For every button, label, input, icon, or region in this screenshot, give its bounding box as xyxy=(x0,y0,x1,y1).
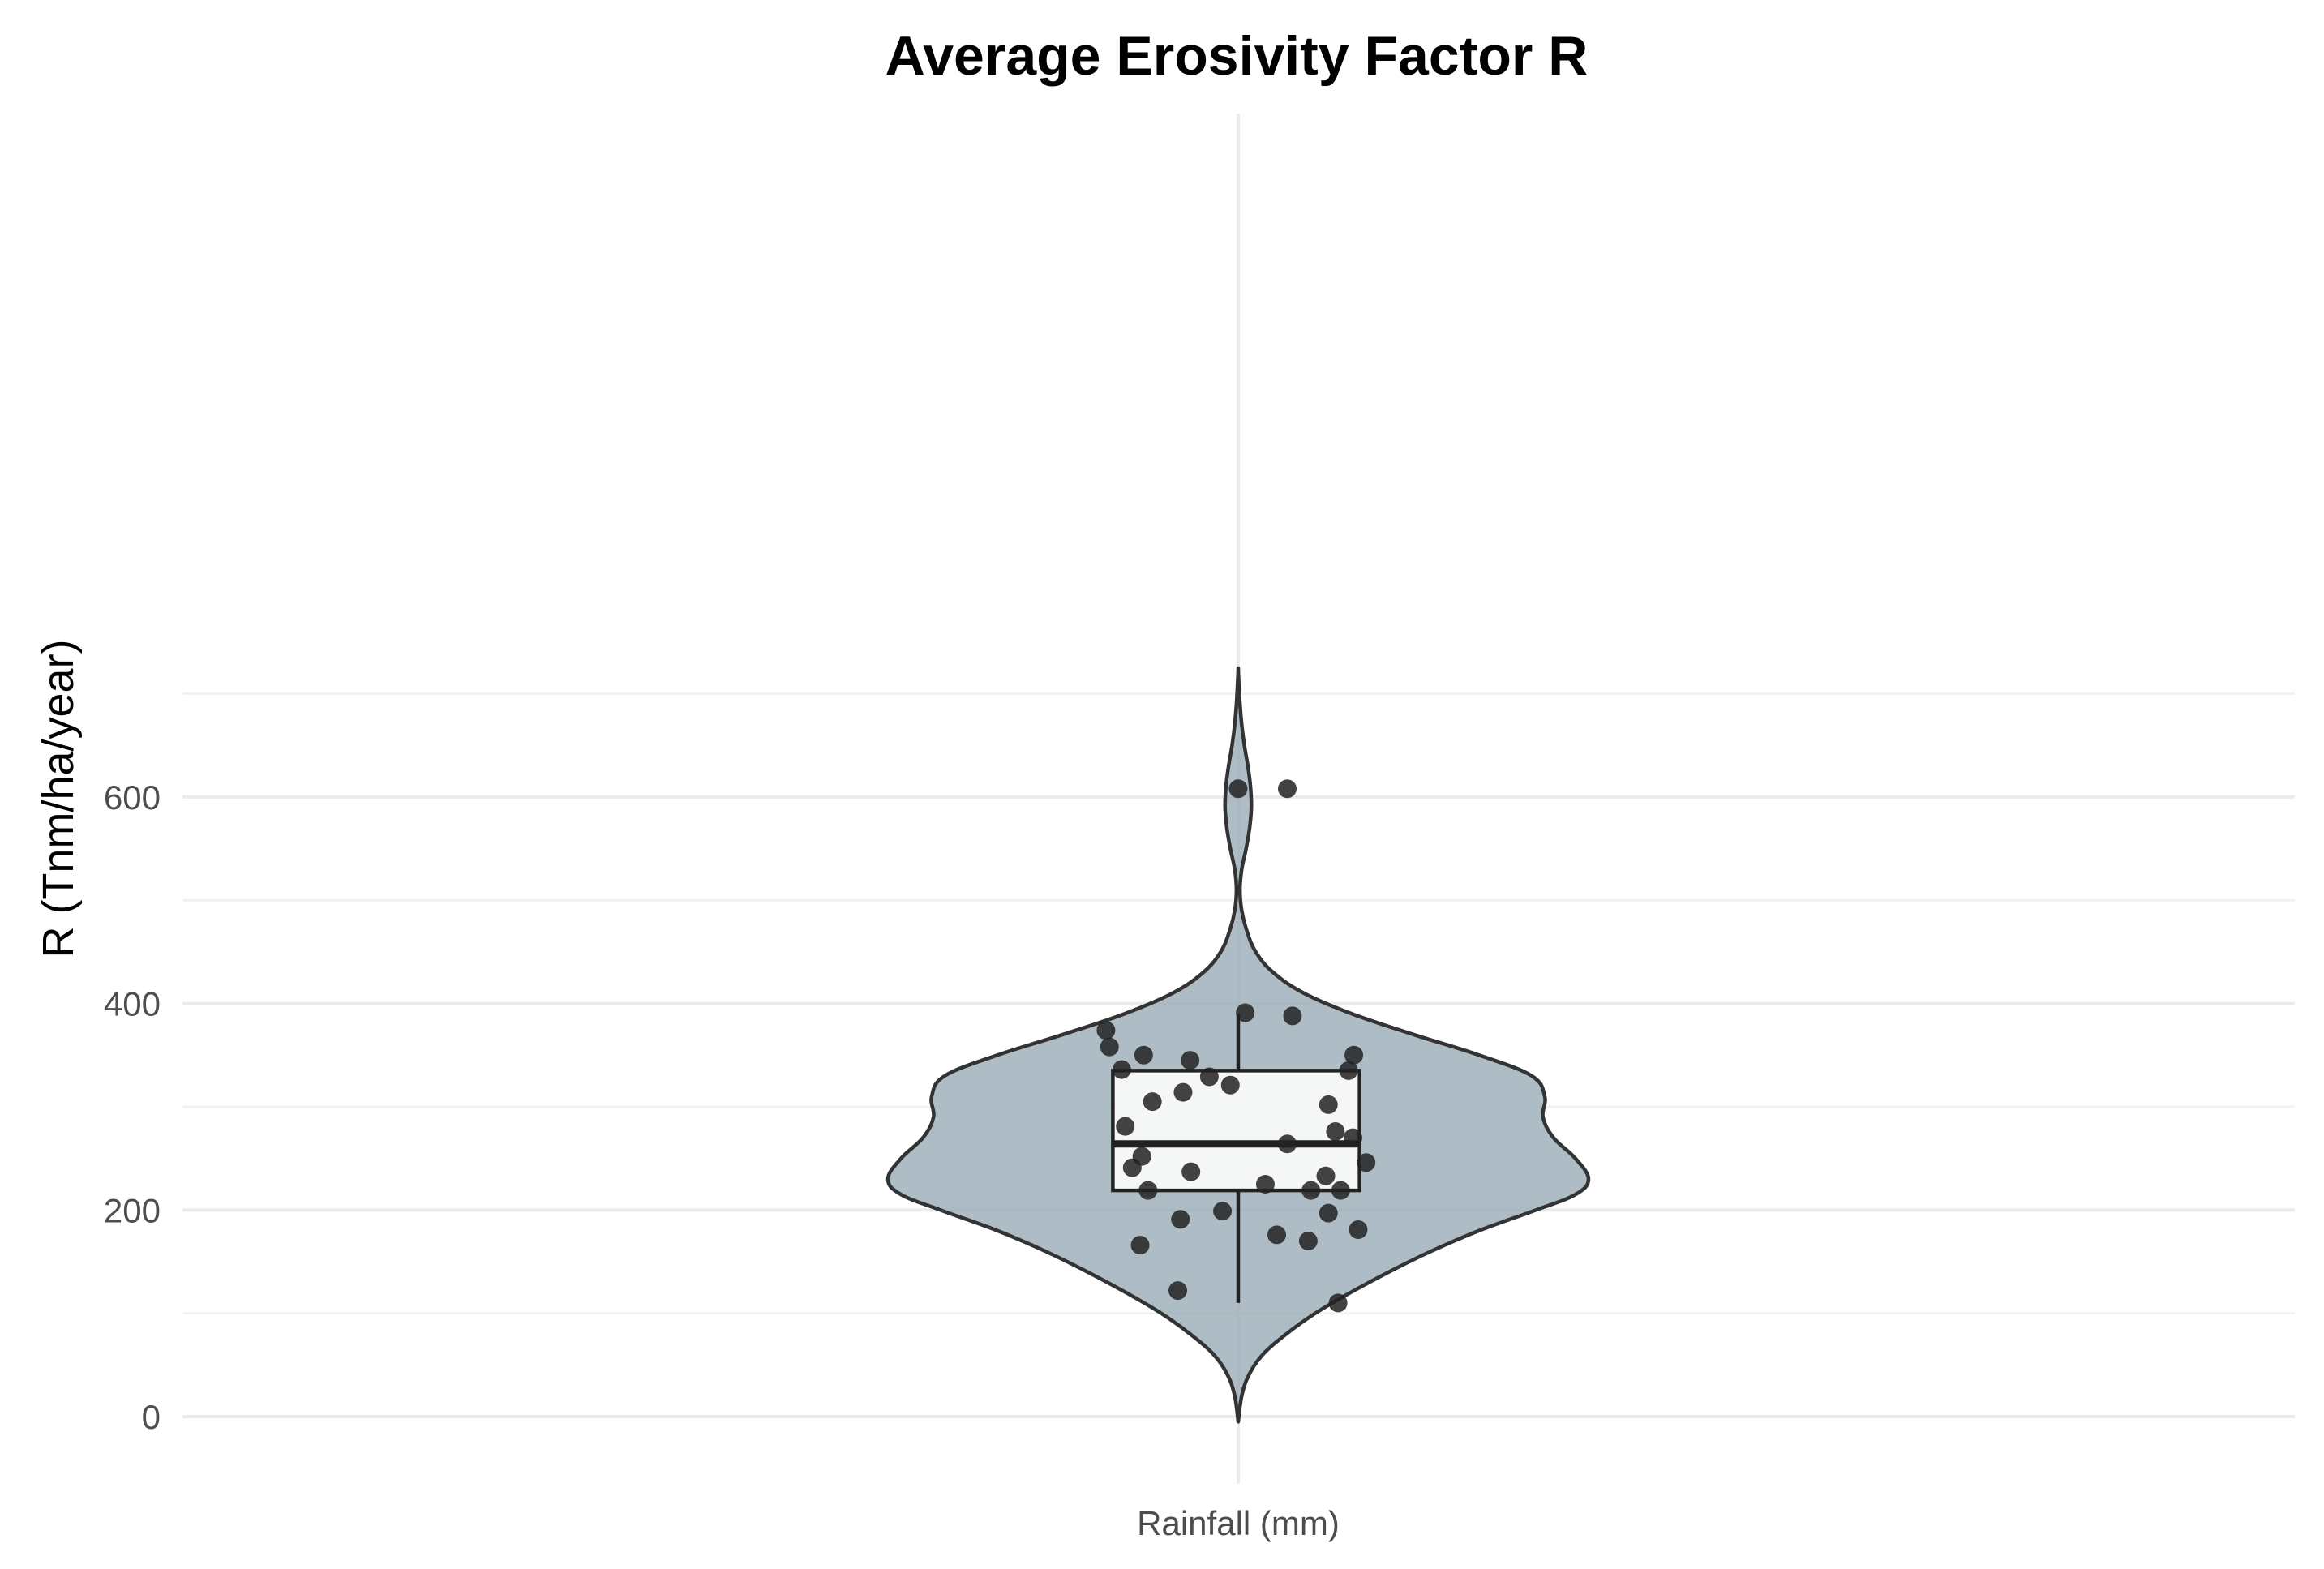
boxplot-layer xyxy=(1111,1014,1361,1303)
data-point xyxy=(1171,1210,1190,1229)
data-point xyxy=(1319,1095,1338,1114)
data-point xyxy=(1143,1092,1162,1112)
data-point xyxy=(1138,1181,1158,1200)
data-point xyxy=(1331,1181,1350,1200)
data-point xyxy=(1267,1225,1287,1245)
y-tick-label: 0 xyxy=(142,1398,161,1436)
data-point xyxy=(1181,1051,1200,1070)
data-point xyxy=(1349,1220,1368,1239)
data-point xyxy=(1319,1203,1338,1223)
x-tick-label: Rainfall (mm) xyxy=(1137,1504,1340,1542)
data-point xyxy=(1096,1021,1116,1040)
data-point xyxy=(1344,1045,1364,1065)
data-point xyxy=(1326,1122,1345,1142)
data-point xyxy=(1236,1003,1255,1022)
data-point xyxy=(1100,1037,1119,1057)
data-point xyxy=(1328,1293,1348,1313)
chart-title: Average Erosivity Factor R xyxy=(885,25,1589,87)
data-point xyxy=(1357,1153,1376,1172)
data-point xyxy=(1301,1181,1321,1200)
data-point xyxy=(1173,1082,1193,1102)
data-point xyxy=(1122,1158,1142,1177)
data-points-layer xyxy=(1096,779,1376,1313)
data-point xyxy=(1112,1060,1131,1079)
y-tick-label: 200 xyxy=(104,1191,161,1229)
data-point xyxy=(1134,1045,1153,1065)
data-point xyxy=(1228,779,1248,799)
data-point xyxy=(1339,1061,1358,1080)
y-axis-title: R (Tnm/ha/year) xyxy=(34,639,83,958)
data-point xyxy=(1277,779,1297,799)
data-point xyxy=(1220,1075,1240,1095)
axis-ticks: 0 200 400 600 Rainfall (mm) xyxy=(104,778,1340,1542)
y-tick-label: 400 xyxy=(104,985,161,1023)
data-point xyxy=(1213,1202,1233,1221)
data-point xyxy=(1116,1117,1135,1136)
data-point xyxy=(1199,1067,1219,1087)
data-point xyxy=(1343,1128,1362,1147)
data-point xyxy=(1277,1134,1297,1154)
data-point xyxy=(1298,1232,1318,1251)
data-point xyxy=(1283,1006,1302,1026)
data-point xyxy=(1168,1281,1187,1301)
y-tick-label: 600 xyxy=(104,778,161,817)
data-point xyxy=(1181,1162,1201,1181)
data-point xyxy=(1130,1236,1150,1255)
data-point xyxy=(1255,1174,1275,1194)
data-point xyxy=(1316,1166,1336,1185)
